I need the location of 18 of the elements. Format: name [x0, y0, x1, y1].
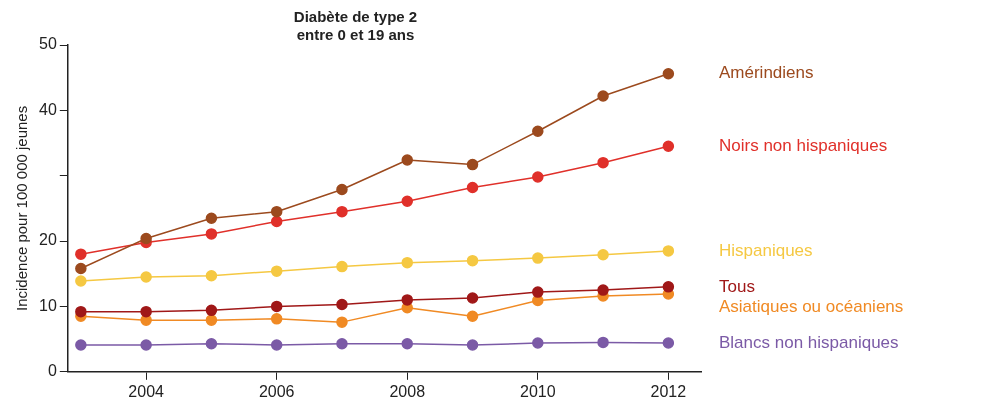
text: Asiatiques ou océaniens: [719, 296, 904, 316]
y-tick-label: 20: [39, 231, 57, 249]
text: Hispaniques: [719, 240, 813, 260]
x-tick-label: 2004: [128, 382, 165, 400]
y-axis-title: Incidence pour 100 000 jeunes: [13, 105, 31, 311]
chart-title: Diabète de type 2 entre 0 et 19 ans: [293, 8, 418, 44]
y-tick-label: 10: [39, 296, 57, 314]
x-tick-label: 2010: [520, 382, 556, 400]
text: Blancs non hispaniques: [719, 332, 899, 352]
y-tick-label: 50: [39, 35, 57, 53]
x-tick-label: 2006: [258, 382, 295, 400]
y-tick-label: 0: [47, 362, 57, 380]
y-tick-label: 40: [39, 100, 57, 118]
text: Tous: [719, 276, 755, 296]
text: Amérindiens: [719, 63, 814, 83]
text: Noirs non hispaniques: [719, 136, 888, 155]
x-tick-label: 2012: [650, 382, 687, 400]
x-tick-label: 2008: [389, 382, 426, 400]
